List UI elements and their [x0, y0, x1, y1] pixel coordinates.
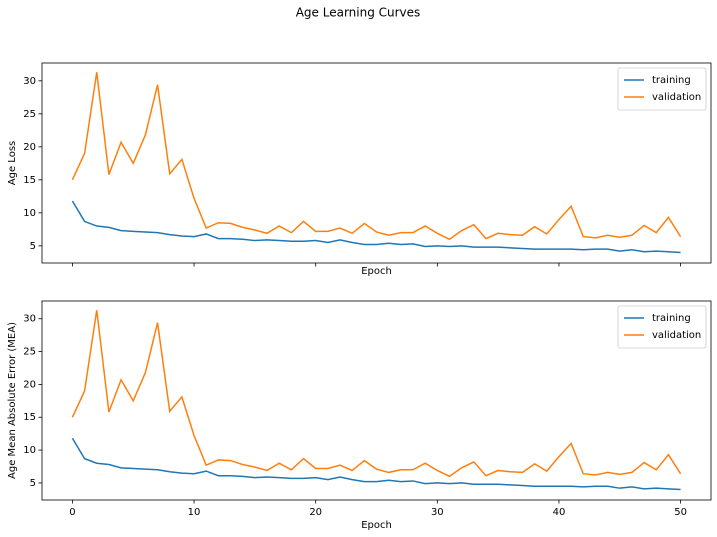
- legend-box: [617, 305, 707, 349]
- y-tick-label: 10: [23, 208, 36, 219]
- y-tick-label: 30: [23, 314, 36, 325]
- y-tick-label: 5: [30, 241, 36, 252]
- y-tick-label: 10: [23, 445, 36, 456]
- y-tick-label: 20: [23, 379, 36, 390]
- x-axis-label: Epoch: [361, 520, 392, 531]
- x-tick-label: 20: [309, 507, 322, 518]
- y-axis-label: Age Mean Absolute Error (MEA): [7, 322, 18, 479]
- series-line: [71, 310, 682, 478]
- y-tick-label: 30: [23, 76, 36, 87]
- series-line: [71, 437, 681, 491]
- x-tick-label: 30: [431, 507, 444, 518]
- series-line: [71, 200, 681, 254]
- axes-frame: [41, 62, 712, 264]
- y-axis-label: Age Loss: [7, 141, 18, 185]
- x-tick-label: 40: [553, 507, 566, 518]
- x-axis-label: Epoch: [361, 266, 392, 277]
- figure-title: Age Learning Curves: [296, 6, 421, 20]
- series-line: [71, 72, 682, 241]
- y-tick-label: 25: [23, 347, 36, 358]
- legend-box: [617, 67, 707, 111]
- y-tick-label: 15: [23, 175, 36, 186]
- y-tick-label: 15: [23, 412, 36, 423]
- x-tick-label: 0: [69, 507, 75, 518]
- legend-label: validation: [652, 330, 701, 341]
- x-tick-label: 50: [674, 507, 687, 518]
- y-tick-label: 5: [30, 478, 36, 489]
- legend-label: training: [652, 313, 691, 324]
- legend-label: training: [652, 75, 691, 86]
- axes-frame: [41, 300, 712, 501]
- y-tick-label: 25: [23, 109, 36, 120]
- x-tick-label: 10: [188, 507, 201, 518]
- legend-label: validation: [652, 92, 701, 103]
- y-tick-label: 20: [23, 142, 36, 153]
